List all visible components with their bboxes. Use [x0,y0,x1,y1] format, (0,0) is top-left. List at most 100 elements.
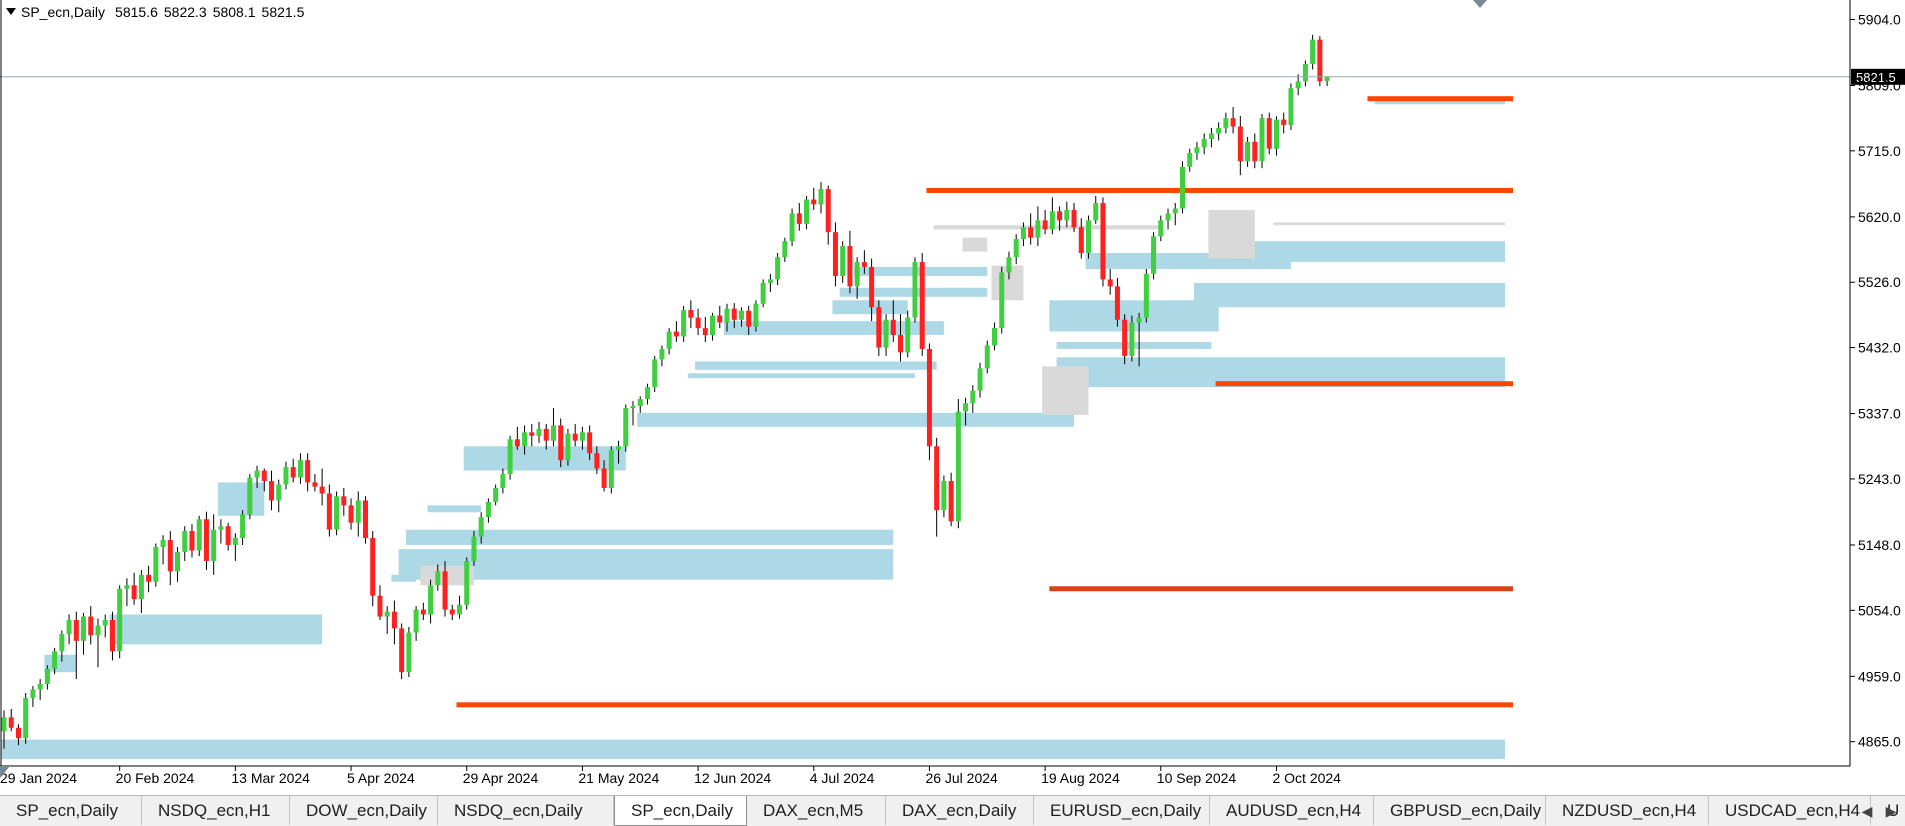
candle [138,569,144,614]
candle [710,312,716,341]
chart-tab[interactable]: U [1871,796,1905,825]
chart-tab[interactable]: DOW_ecn,Daily [290,796,438,825]
candle [702,316,708,342]
candle-body [485,501,491,518]
candle-body [688,310,694,318]
candle [579,426,585,450]
candle [1295,74,1301,96]
candle [1013,234,1019,265]
candle-body [854,262,860,287]
candle-body [955,411,961,522]
candle-body [297,460,303,478]
candle [854,257,860,299]
candle-body [160,540,166,548]
candle-body [753,303,759,327]
candle [211,514,217,575]
candle [948,472,954,527]
candle [905,310,911,358]
demand-zone [1193,282,1505,308]
candle-body [102,620,108,626]
candle [565,428,571,466]
chart-tab[interactable]: SP_ecn,Daily [614,796,747,826]
chart-tab[interactable]: NSDQ_ecn,Daily [438,796,614,825]
candle [283,461,289,490]
candle-body [254,470,260,478]
collapse-triangle-icon[interactable] [6,8,16,15]
candle-body [1216,127,1222,134]
chart-tab[interactable]: NSDQ_ecn,H1 [142,796,290,825]
chart-area[interactable]: 5821.5 5904.0 5809.0 5715.0 5620.0 5526.0 543… [0,0,1905,786]
candle-body [1057,211,1063,221]
candle-body [23,697,29,739]
candle-body [1042,220,1048,230]
candle [384,606,390,634]
candle-body [240,514,246,539]
time-tick-label: 20 Feb 2024 [116,770,195,786]
candle [117,585,123,659]
candle-body [391,611,397,629]
candle-body [796,213,802,224]
candle-body [1288,88,1294,126]
candle-body [1230,118,1236,127]
candle [73,611,79,680]
candle [1057,206,1063,231]
candle [522,425,528,455]
candle-body [370,538,376,596]
candle-body [782,241,788,258]
candle [543,424,549,450]
candle [688,300,694,329]
chart-tab[interactable]: EURUSD_ecn,Daily [1034,796,1210,825]
candle-body [565,433,571,461]
candle-body [514,439,520,447]
candle [341,487,347,516]
candle-body [1020,227,1026,240]
imbalance-zone [1208,209,1255,259]
chart-tab[interactable]: USDCAD_ecn,H4 [1709,796,1871,825]
candle [673,321,679,342]
candle-body [95,625,101,636]
candle-body [1302,63,1308,82]
candle-body [767,279,773,283]
candle-body [1158,220,1164,237]
candle-body [211,529,217,561]
candle [876,300,882,356]
chart-tab[interactable]: SP_ecn,Daily [0,796,142,825]
candle-body [312,482,318,487]
chart-tab[interactable]: GBPUSD_ecn,Daily [1374,796,1546,825]
candle-body [984,345,990,369]
candle [1100,197,1106,287]
candle [247,474,253,520]
candle [760,279,766,308]
chart-header: SP_ecn,Daily 5815.6 5822.3 5808.1 5821.5 [6,4,310,20]
chart-corner-marker-icon [0,766,10,778]
candle [1086,215,1091,259]
chart-tab[interactable]: AUDUSD_ecn,H4 [1210,796,1374,825]
candle [146,565,152,593]
scroll-left-icon[interactable]: ◀ [1861,803,1873,819]
imbalance-zone [1273,222,1505,226]
candle [1252,133,1258,169]
candle [934,437,940,537]
candle [1158,215,1164,242]
chart-tab[interactable]: DAX_ecn,Daily [886,796,1034,825]
last-price-tag-label: 5821.5 [1856,70,1896,85]
candle [15,724,21,746]
candle-body [1035,220,1041,238]
time-tick-label: 2 Oct 2024 [1272,770,1341,786]
candle-body [637,398,643,406]
candle-body [1259,118,1265,162]
time-tick-label: 19 Aug 2024 [1041,770,1120,786]
chart-tab[interactable]: NZDUSD_ecn,H4 [1546,796,1709,825]
candle [240,510,246,545]
candle [1165,208,1171,230]
scroll-right-icon[interactable]: ▶ [1885,803,1897,819]
demand-zone [695,361,937,370]
candle-body [710,315,716,336]
candle-body [529,432,535,436]
candlestick-chart[interactable]: 5821.5 5904.0 5809.0 5715.0 5620.0 5526.0 543… [0,0,1905,786]
candle [478,512,484,544]
candle-body [182,531,188,552]
candle [1172,202,1178,226]
chart-tab[interactable]: DAX_ecn,M5 [747,796,886,825]
candle [977,362,983,398]
